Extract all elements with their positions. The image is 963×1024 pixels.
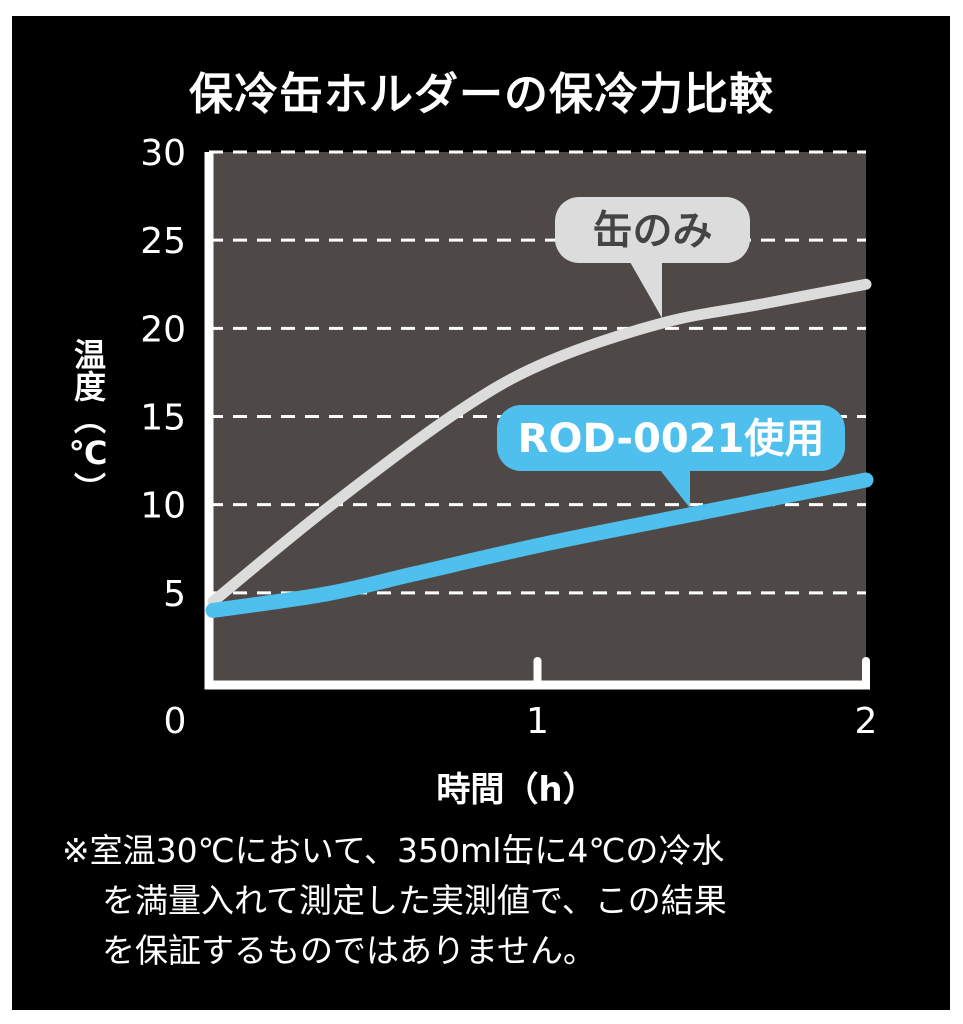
y-tick-label: 30: [140, 133, 186, 174]
chart-title: 保冷缶ホルダーの保冷力比較: [189, 69, 774, 120]
x-axis-label: 時間（h）: [436, 770, 597, 810]
callout-bubble: [497, 405, 845, 471]
y-tick-label: 5: [163, 574, 186, 615]
series-line-0: [207, 278, 872, 608]
callout-pointer: [660, 470, 690, 508]
y-tick-label: 10: [140, 486, 186, 527]
footnote: ※室温30℃において、350ml缶に4℃の冷水 を満量入れて測定した実測値で、こ…: [62, 826, 922, 976]
series-line-1: [205, 472, 874, 618]
x-tick-label: 1: [526, 701, 549, 742]
series-callout-0: 缶のみ: [555, 197, 750, 318]
axis-lines: [204, 152, 870, 690]
y-tick-label: 15: [140, 398, 186, 439]
x-tick-label: 2: [855, 701, 878, 742]
callout-pointer: [630, 262, 662, 318]
series-label: ROD-0021使用: [518, 416, 825, 462]
footnote-line: を保証するものではありません。: [102, 931, 597, 970]
y-tick-label: 20: [140, 309, 186, 350]
series-label: 缶のみ: [593, 208, 713, 254]
y-tick-label: 25: [140, 221, 186, 262]
footnote-line: を満量入れて測定した実測値で、この結果: [102, 881, 727, 920]
series-callout-1: ROD-0021使用: [497, 405, 845, 508]
x-tick-label: 0: [164, 701, 187, 742]
footnote-line: ※室温30℃において、350ml缶に4℃の冷水: [62, 831, 725, 870]
y-axis-label: 温度（℃）: [69, 338, 107, 504]
callout-bubble: [555, 197, 750, 263]
